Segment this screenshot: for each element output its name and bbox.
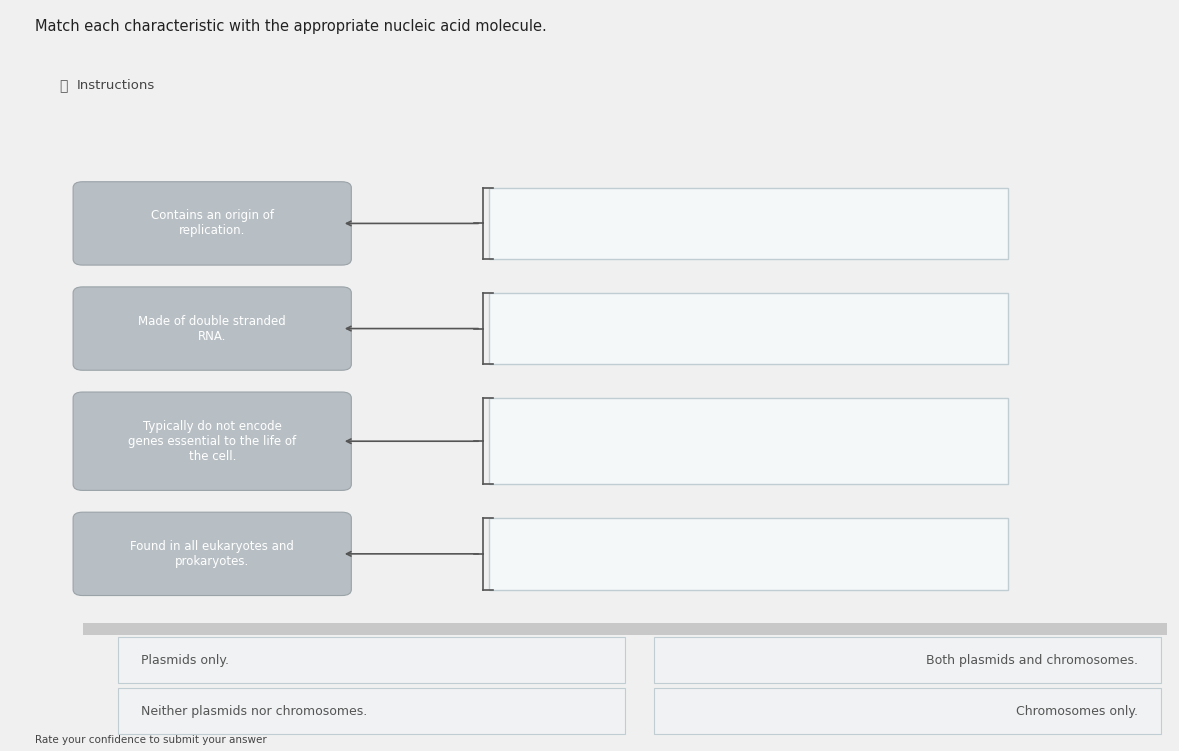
FancyBboxPatch shape [489,188,1008,259]
Text: Contains an origin of
replication.: Contains an origin of replication. [151,210,274,237]
FancyBboxPatch shape [489,398,1008,484]
Text: Instructions: Instructions [77,79,154,92]
Text: Rate your confidence to submit your answer: Rate your confidence to submit your answ… [35,735,268,745]
Text: Both plasmids and chromosomes.: Both plasmids and chromosomes. [926,653,1138,667]
FancyBboxPatch shape [654,688,1161,734]
FancyBboxPatch shape [489,293,1008,364]
Text: Neither plasmids nor chromosomes.: Neither plasmids nor chromosomes. [141,704,368,718]
FancyBboxPatch shape [654,637,1161,683]
FancyBboxPatch shape [73,392,351,490]
FancyBboxPatch shape [489,518,1008,590]
FancyBboxPatch shape [73,512,351,596]
FancyBboxPatch shape [118,688,625,734]
FancyBboxPatch shape [83,623,1167,635]
Text: Found in all eukaryotes and
prokaryotes.: Found in all eukaryotes and prokaryotes. [131,540,294,568]
Text: Plasmids only.: Plasmids only. [141,653,230,667]
FancyBboxPatch shape [73,287,351,370]
FancyBboxPatch shape [118,637,625,683]
Text: Match each characteristic with the appropriate nucleic acid molecule.: Match each characteristic with the appro… [35,19,547,34]
Text: ⓘ: ⓘ [59,79,67,93]
Text: Chromosomes only.: Chromosomes only. [1016,704,1138,718]
Text: Made of double stranded
RNA.: Made of double stranded RNA. [138,315,286,342]
FancyBboxPatch shape [73,182,351,265]
Text: Typically do not encode
genes essential to the life of
the cell.: Typically do not encode genes essential … [129,420,296,463]
